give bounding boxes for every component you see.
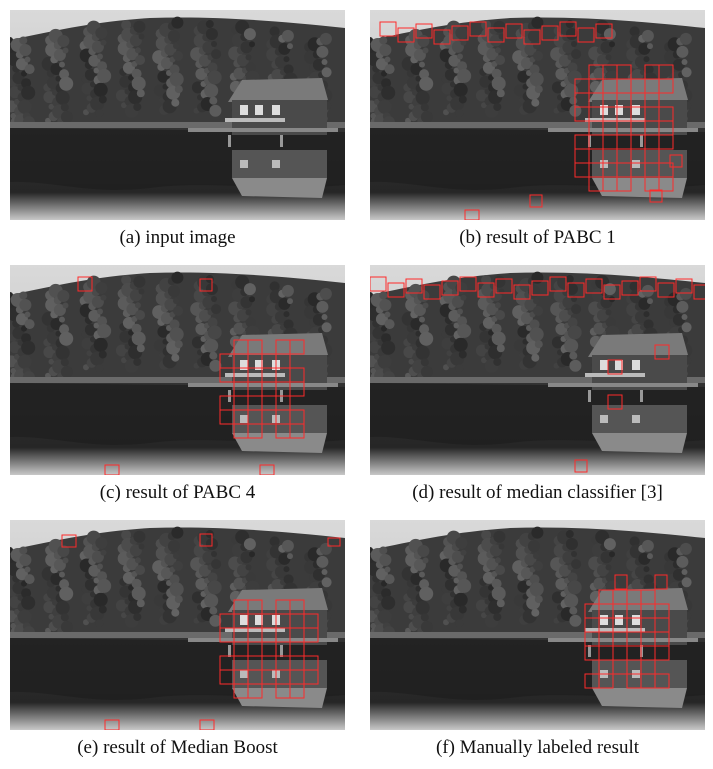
caption: (a) input image: [10, 227, 345, 249]
scene: [10, 10, 345, 220]
scene: [370, 10, 705, 220]
caption: (d) result of median classifier [3]: [370, 482, 705, 504]
scene: [10, 265, 345, 475]
caption: (b) result of PABC 1: [370, 227, 705, 249]
caption: (f) Manually labeled result: [370, 737, 705, 759]
figure: (a) input image (b) result of PABC 1 (c) r…: [0, 0, 713, 769]
photo: [10, 520, 345, 730]
photo: [370, 265, 705, 475]
caption: (e) result of Median Boost: [10, 737, 345, 759]
caption: (c) result of PABC 4: [10, 482, 345, 504]
photo: [370, 10, 705, 220]
photo: [370, 520, 705, 730]
scene: [370, 265, 705, 475]
photo: [10, 10, 345, 220]
photo: [10, 265, 345, 475]
